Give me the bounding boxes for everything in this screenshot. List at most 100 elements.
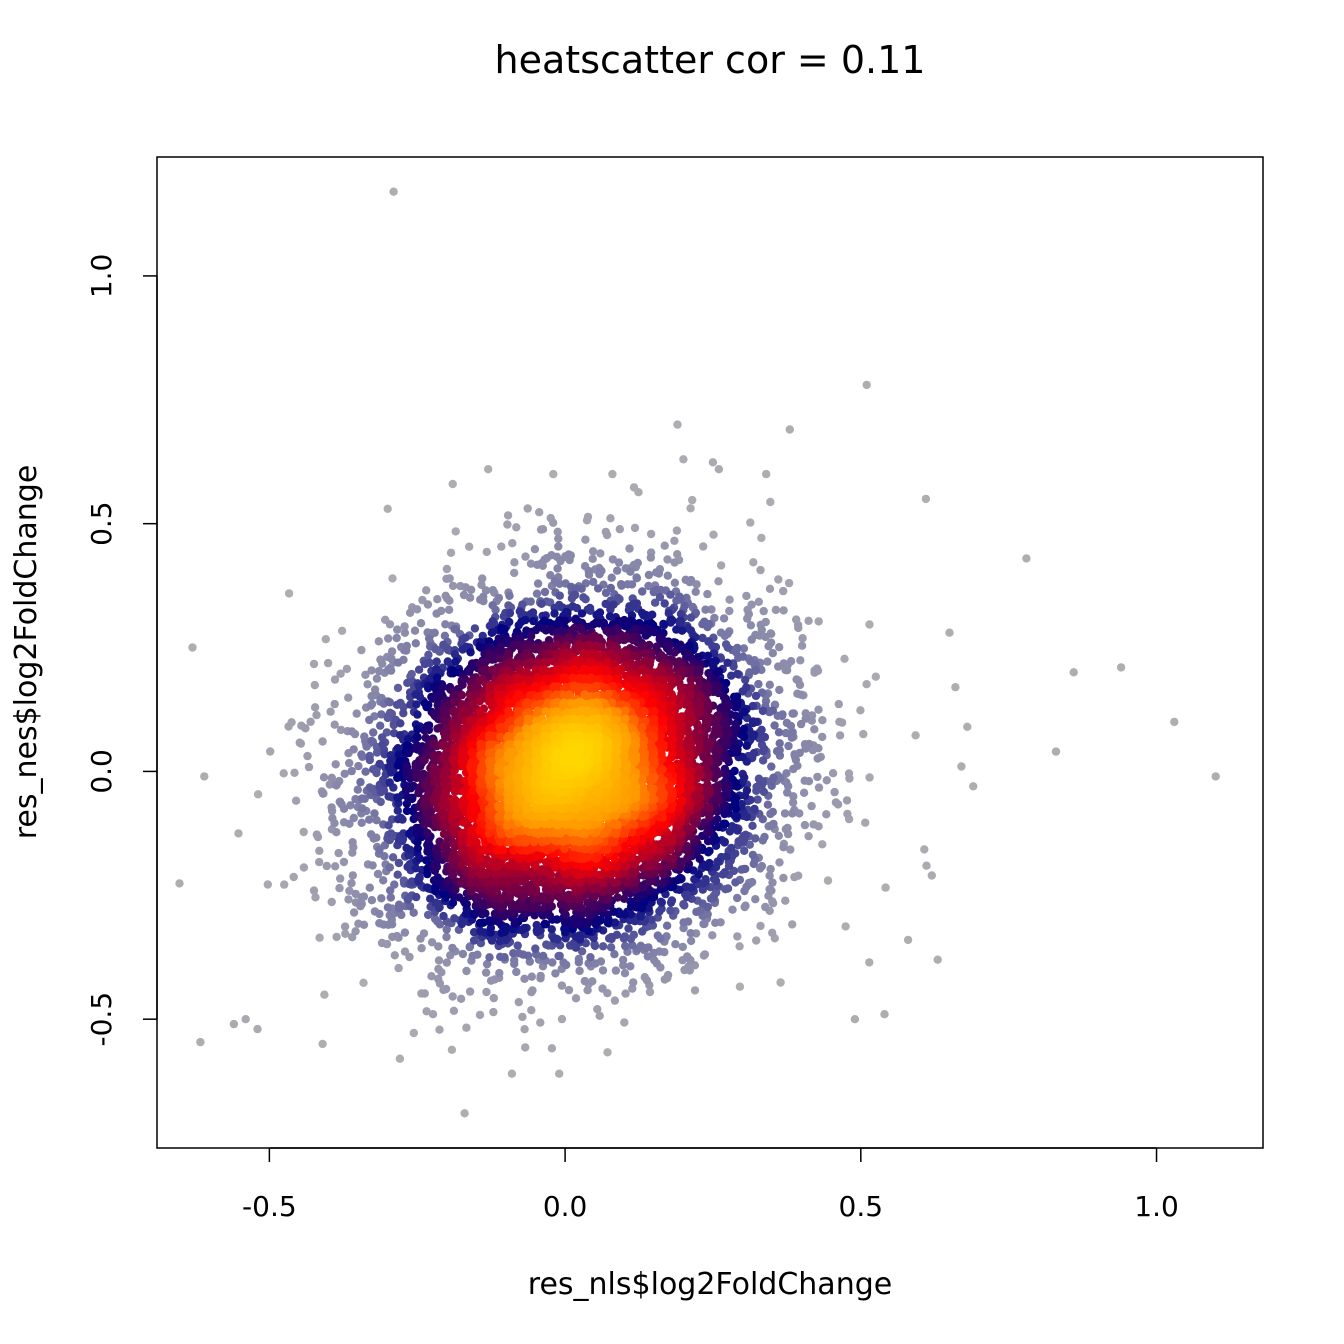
data-point — [413, 710, 422, 719]
data-point — [384, 665, 393, 674]
data-point — [731, 711, 740, 720]
data-point — [530, 545, 540, 554]
data-point — [658, 879, 668, 888]
data-point — [762, 469, 771, 479]
data-point — [392, 633, 401, 643]
data-point — [562, 552, 571, 562]
data-point — [746, 518, 755, 527]
data-point — [555, 591, 564, 600]
data-point — [649, 948, 658, 958]
data-point — [280, 880, 289, 889]
data-point — [466, 648, 475, 657]
data-point — [385, 698, 395, 707]
data-point — [835, 731, 845, 740]
data-point — [672, 596, 681, 605]
data-point — [376, 721, 385, 730]
data-point — [346, 801, 355, 810]
data-point — [362, 742, 371, 751]
data-point — [745, 840, 754, 849]
data-point — [629, 619, 639, 628]
data-point — [402, 843, 411, 853]
data-point — [420, 726, 429, 735]
data-point — [434, 899, 443, 909]
data-point — [758, 836, 767, 845]
data-point — [331, 862, 340, 871]
data-point — [809, 820, 818, 829]
data-point — [403, 678, 412, 688]
data-point — [620, 910, 629, 919]
data-point — [730, 811, 739, 820]
data-point — [842, 796, 852, 805]
data-point — [730, 766, 739, 776]
data-point — [320, 990, 329, 999]
data-point — [426, 894, 435, 903]
data-point — [647, 876, 656, 885]
data-point — [507, 1069, 517, 1078]
data-point — [289, 872, 298, 882]
data-point — [789, 792, 798, 801]
data-point — [850, 1015, 860, 1024]
data-point — [412, 773, 421, 783]
data-point — [531, 861, 540, 871]
data-point — [801, 744, 810, 753]
data-point — [420, 989, 429, 998]
data-point — [488, 586, 498, 595]
data-point — [580, 976, 589, 986]
data-point — [443, 876, 452, 886]
data-point — [656, 897, 665, 906]
data-point — [395, 1054, 405, 1063]
data-point — [459, 818, 468, 827]
data-point — [749, 718, 758, 728]
data-point — [229, 1019, 239, 1029]
data-point — [313, 832, 323, 842]
data-point — [698, 620, 707, 629]
data-point — [400, 928, 410, 937]
data-point — [266, 747, 275, 756]
data-point — [704, 669, 713, 678]
data-point — [739, 644, 749, 653]
data-point — [253, 790, 263, 799]
data-point — [677, 749, 686, 758]
data-point — [432, 844, 441, 853]
data-point — [786, 845, 795, 854]
data-point — [699, 951, 709, 960]
data-point — [458, 949, 468, 959]
data-point — [485, 953, 494, 962]
data-point — [375, 759, 384, 769]
data-point — [663, 970, 673, 980]
data-point — [788, 920, 797, 929]
data-point — [518, 1012, 527, 1022]
data-point — [442, 925, 451, 934]
data-point — [434, 942, 443, 951]
data-point — [756, 565, 765, 575]
data-point — [414, 875, 423, 884]
data-point — [332, 780, 341, 789]
data-point — [482, 547, 491, 557]
data-point — [508, 539, 517, 548]
data-point — [473, 950, 482, 959]
data-point — [557, 1014, 567, 1024]
data-point — [575, 935, 585, 944]
data-point — [425, 841, 434, 850]
data-point — [742, 882, 751, 891]
data-point — [945, 628, 954, 637]
data-point — [309, 886, 319, 895]
data-point — [751, 834, 760, 843]
data-point — [794, 676, 803, 685]
data-point — [632, 574, 641, 583]
data-point — [465, 942, 475, 951]
data-point — [881, 883, 890, 892]
data-point — [672, 625, 681, 634]
data-point — [384, 634, 393, 643]
data-point — [670, 648, 679, 657]
data-point — [349, 745, 358, 754]
data-point — [823, 876, 833, 885]
data-point — [420, 795, 429, 805]
data-point — [448, 943, 457, 953]
data-point — [407, 669, 416, 679]
data-point — [691, 587, 700, 596]
data-point — [394, 963, 403, 973]
data-point — [410, 626, 420, 635]
data-point — [779, 873, 788, 883]
data-point — [531, 944, 540, 953]
